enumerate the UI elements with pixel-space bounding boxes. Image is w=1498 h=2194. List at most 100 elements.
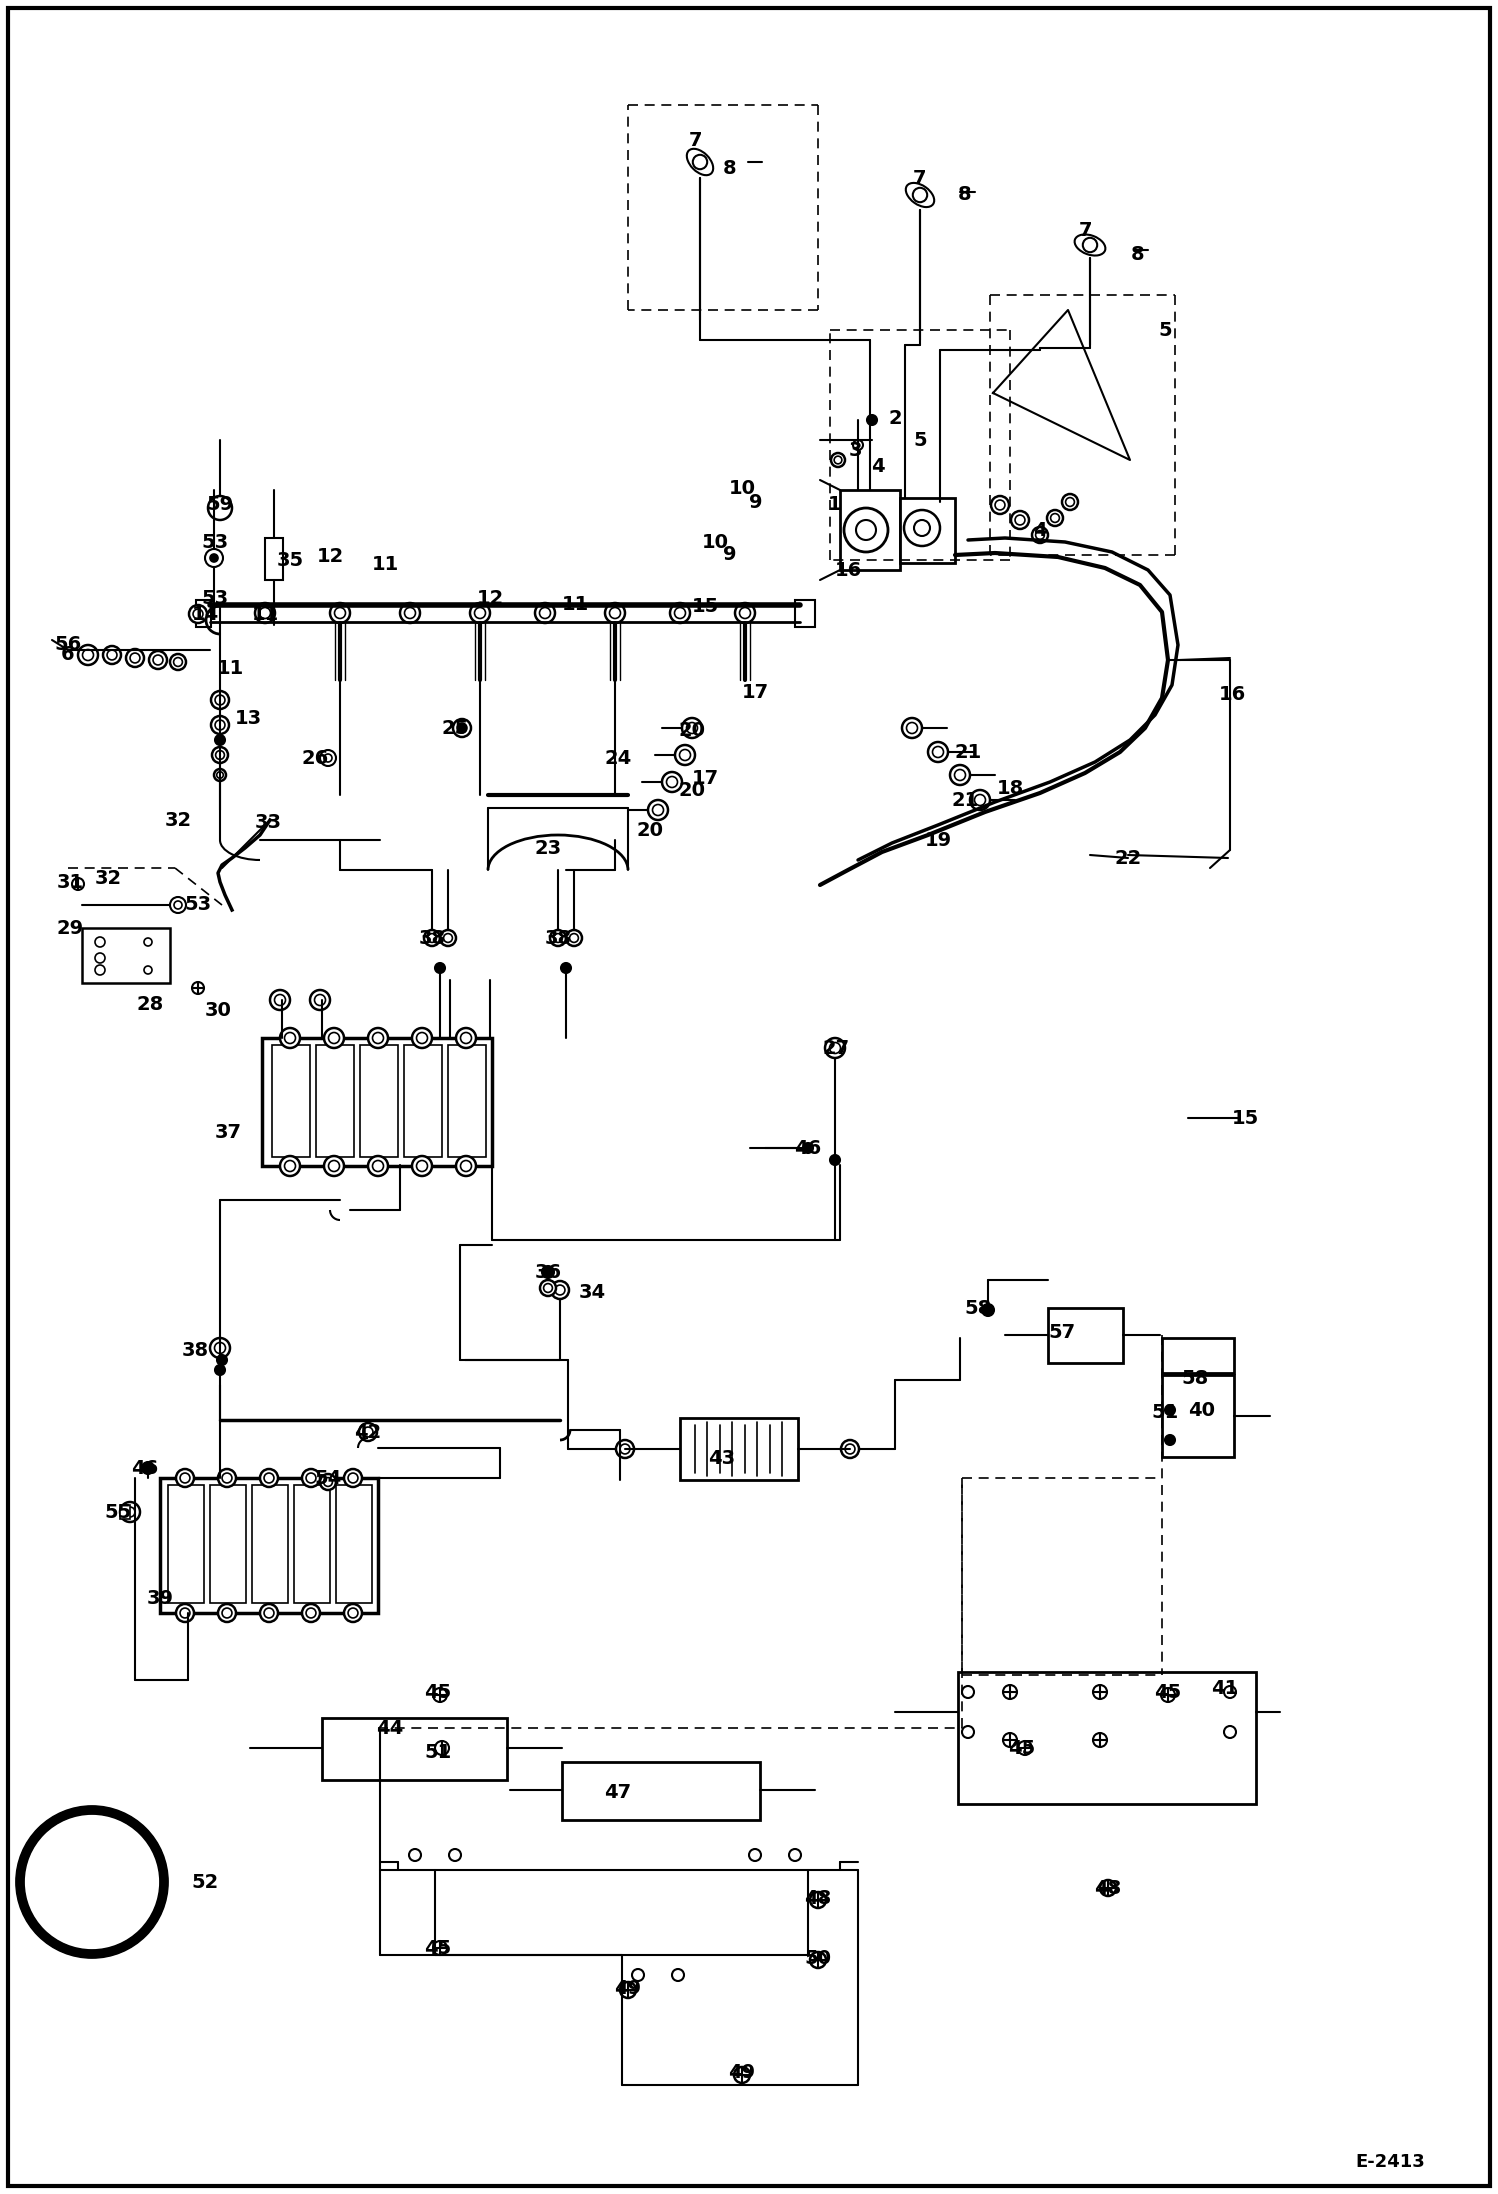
- Circle shape: [214, 770, 226, 781]
- Circle shape: [927, 742, 948, 761]
- Circle shape: [457, 724, 467, 733]
- Circle shape: [285, 1161, 295, 1172]
- Text: 46: 46: [794, 1139, 821, 1158]
- Circle shape: [740, 608, 750, 619]
- Bar: [1162, 1376, 1234, 1457]
- Circle shape: [285, 1033, 295, 1044]
- Text: 7: 7: [688, 129, 701, 149]
- Bar: [168, 1485, 204, 1604]
- Circle shape: [175, 1470, 195, 1488]
- Circle shape: [216, 1365, 225, 1376]
- Circle shape: [219, 1470, 237, 1488]
- Circle shape: [78, 645, 97, 665]
- Text: 53: 53: [201, 588, 229, 608]
- Bar: [322, 1718, 506, 1779]
- Circle shape: [914, 520, 930, 535]
- Circle shape: [180, 1608, 190, 1617]
- Circle shape: [373, 1033, 383, 1044]
- Circle shape: [373, 1161, 383, 1172]
- Circle shape: [216, 735, 225, 746]
- Bar: [120, 1505, 130, 1518]
- Circle shape: [433, 1942, 446, 1955]
- Text: 2: 2: [888, 408, 902, 428]
- Circle shape: [676, 746, 695, 766]
- Text: 20: 20: [679, 781, 706, 799]
- Text: 22: 22: [1115, 849, 1141, 867]
- Circle shape: [674, 608, 686, 619]
- Text: 12: 12: [316, 548, 343, 566]
- Circle shape: [219, 1604, 237, 1621]
- Circle shape: [324, 755, 333, 761]
- Text: 24: 24: [604, 748, 632, 768]
- Text: 57: 57: [1049, 1323, 1076, 1341]
- Text: 16: 16: [834, 559, 861, 579]
- Text: 55: 55: [105, 1503, 132, 1520]
- Text: 58: 58: [1182, 1369, 1209, 1387]
- Text: 17: 17: [742, 682, 768, 702]
- Circle shape: [620, 1981, 637, 1999]
- Circle shape: [554, 935, 562, 943]
- Circle shape: [460, 1033, 472, 1044]
- Circle shape: [616, 1439, 634, 1459]
- Text: 36: 36: [535, 1262, 562, 1281]
- Circle shape: [662, 772, 682, 792]
- Circle shape: [144, 939, 151, 946]
- Circle shape: [569, 935, 578, 943]
- Text: 4: 4: [872, 459, 885, 476]
- Circle shape: [632, 1968, 644, 1981]
- Circle shape: [261, 1470, 279, 1488]
- Text: 28: 28: [136, 996, 163, 1014]
- Circle shape: [328, 1033, 340, 1044]
- Text: 42: 42: [355, 1422, 382, 1441]
- Circle shape: [264, 1608, 274, 1617]
- Text: 21: 21: [954, 742, 981, 761]
- Circle shape: [434, 963, 445, 972]
- Text: 48: 48: [1095, 1878, 1122, 1898]
- Circle shape: [400, 603, 419, 623]
- Text: 53: 53: [201, 533, 229, 553]
- Circle shape: [1004, 1685, 1017, 1698]
- Circle shape: [560, 963, 571, 972]
- Text: 58: 58: [965, 1299, 992, 1319]
- Text: 10: 10: [728, 478, 755, 498]
- Bar: [959, 1672, 1255, 1803]
- Circle shape: [180, 1472, 190, 1483]
- Circle shape: [1100, 1880, 1116, 1896]
- Circle shape: [360, 1424, 377, 1441]
- Circle shape: [192, 983, 204, 994]
- Circle shape: [458, 724, 466, 733]
- Circle shape: [434, 1742, 449, 1755]
- Circle shape: [1050, 513, 1059, 522]
- Circle shape: [208, 496, 232, 520]
- Circle shape: [605, 603, 625, 623]
- Circle shape: [950, 766, 971, 785]
- Circle shape: [328, 1161, 340, 1172]
- Bar: [273, 1044, 310, 1156]
- Circle shape: [906, 722, 917, 733]
- Text: 5: 5: [1158, 320, 1171, 340]
- Circle shape: [544, 1283, 553, 1292]
- Circle shape: [455, 1156, 476, 1176]
- Circle shape: [840, 1439, 858, 1459]
- Text: 20: 20: [679, 720, 706, 739]
- Bar: [265, 538, 283, 579]
- Text: 25: 25: [442, 717, 469, 737]
- Text: 11: 11: [216, 658, 244, 678]
- Circle shape: [810, 1953, 825, 1968]
- Ellipse shape: [906, 182, 935, 206]
- Circle shape: [992, 496, 1010, 513]
- Circle shape: [830, 1042, 840, 1053]
- Circle shape: [1065, 498, 1074, 507]
- Text: 10: 10: [701, 533, 728, 553]
- Circle shape: [734, 2067, 750, 2082]
- Circle shape: [831, 452, 845, 467]
- Text: 45: 45: [424, 1683, 451, 1703]
- Circle shape: [620, 1444, 631, 1455]
- Text: 35: 35: [277, 551, 304, 570]
- Text: 54: 54: [315, 1468, 342, 1488]
- Text: 30: 30: [205, 1000, 231, 1020]
- Bar: [404, 1044, 442, 1156]
- Circle shape: [649, 801, 668, 821]
- Text: 45: 45: [1155, 1683, 1182, 1703]
- Circle shape: [1032, 527, 1049, 542]
